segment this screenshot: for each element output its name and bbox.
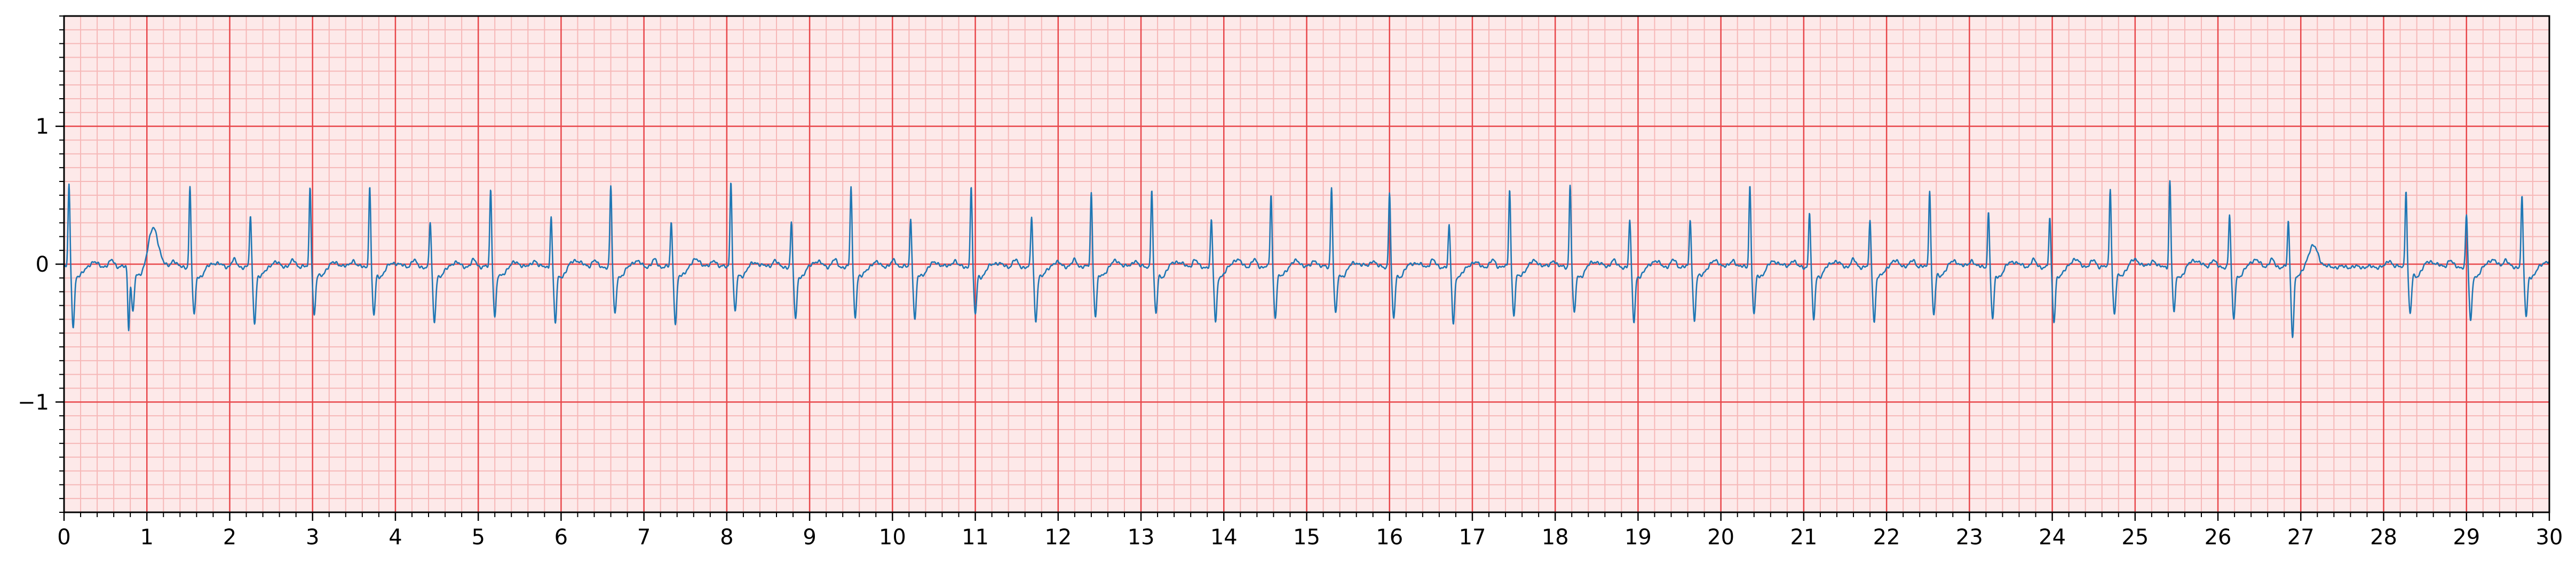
x-tick-label: 0 (57, 525, 70, 550)
x-tick-label: 19 (1624, 525, 1652, 550)
x-tick-label: 4 (389, 525, 402, 550)
x-tick-label: 5 (471, 525, 485, 550)
x-tick-label: 14 (1210, 525, 1238, 550)
y-tick-label: 0 (36, 252, 49, 277)
x-tick-label: 29 (2453, 525, 2480, 550)
x-tick-label: 23 (1956, 525, 1983, 550)
x-tick-label: 28 (2370, 525, 2397, 550)
x-tick-label: 12 (1044, 525, 1072, 550)
y-tick-label: 1 (36, 115, 49, 139)
x-tick-label: 7 (637, 525, 651, 550)
x-tick-label: 30 (2536, 525, 2563, 550)
x-tick-label: 26 (2205, 525, 2232, 550)
x-tick-label: 22 (1873, 525, 1900, 550)
x-tick-label: 18 (1542, 525, 1569, 550)
x-tick-label: 25 (2121, 525, 2149, 550)
x-tick-label: 10 (879, 525, 906, 550)
x-tick-label: 1 (140, 525, 154, 550)
x-tick-label: 3 (306, 525, 319, 550)
x-tick-label: 9 (803, 525, 816, 550)
x-tick-label: 6 (554, 525, 568, 550)
x-tick-label: 15 (1293, 525, 1320, 550)
x-tick-label: 20 (1707, 525, 1734, 550)
y-axis-ticks: 1 0 −1 (18, 15, 64, 513)
x-tick-label: 24 (2039, 525, 2066, 550)
x-tick-label: 17 (1459, 525, 1486, 550)
x-tick-label: 11 (962, 525, 989, 550)
x-axis-ticks: 0 1 2 3 4 5 6 7 8 9 10 11 12 13 14 15 16 17 18 19 20 21 22 23 24… (57, 512, 2563, 550)
x-tick-label: 16 (1376, 525, 1403, 550)
x-tick-label: 8 (720, 525, 733, 550)
ecg-trace-line (63, 180, 2550, 338)
y-tick-label: −1 (18, 390, 49, 415)
x-tick-label: 13 (1128, 525, 1155, 550)
x-tick-label: 27 (2287, 525, 2315, 550)
x-tick-label: 21 (1790, 525, 1817, 550)
x-tick-label: 2 (223, 525, 236, 550)
